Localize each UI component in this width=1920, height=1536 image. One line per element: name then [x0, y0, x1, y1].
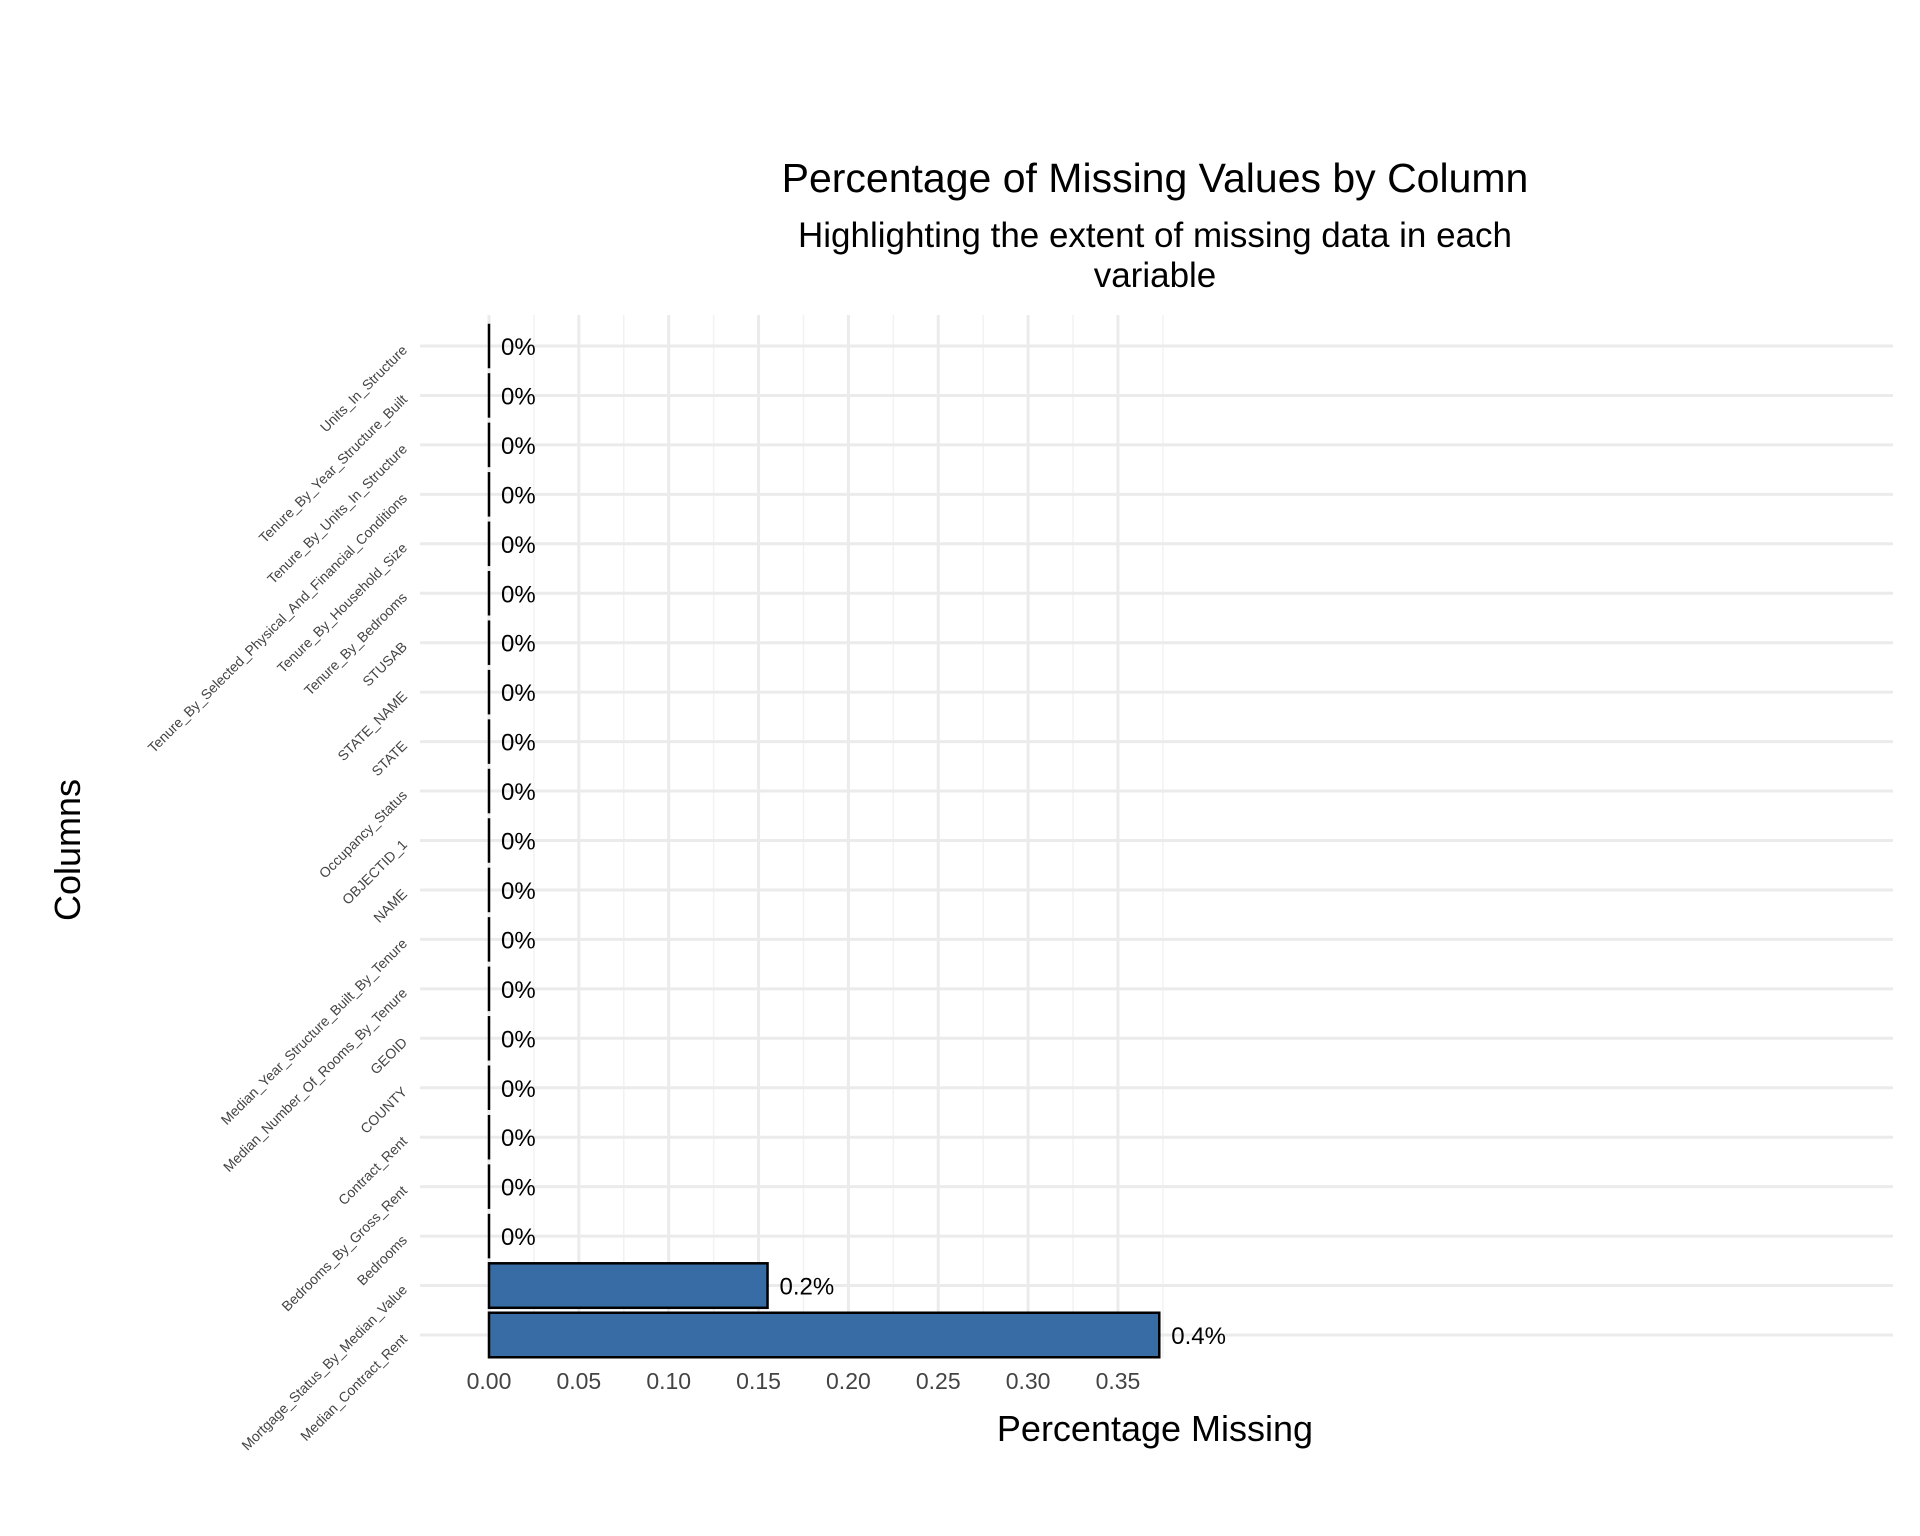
data-label-Contract_Rent: 0%: [501, 1125, 536, 1152]
x-tick-label-5: 0.25: [916, 1368, 961, 1394]
bar-Mortgage_Status_By_Median_Value: [487, 1262, 769, 1310]
x-tick-label-7: 0.35: [1096, 1368, 1141, 1394]
data-label-OBJECTID_1: 0%: [501, 829, 536, 856]
x-tick-label-1: 0.05: [556, 1368, 601, 1394]
data-label-NAME: 0%: [501, 878, 536, 905]
data-label-Median_Year_Structure_Built_By_Tenure: 0%: [501, 927, 536, 954]
data-label-Bedrooms_By_Gross_Rent: 0%: [501, 1175, 536, 1202]
data-label-Tenure_By_Units_In_Structure: 0%: [501, 433, 536, 460]
data-label-Tenure_By_Household_Size: 0%: [501, 532, 536, 559]
data-label-GEOID: 0%: [501, 1026, 536, 1053]
x-tick-label-3: 0.15: [736, 1368, 781, 1394]
data-label-Median_Contract_Rent: 0.4%: [1171, 1323, 1226, 1350]
x-tick-label-6: 0.30: [1006, 1368, 1051, 1394]
y-axis-title: Columns: [47, 779, 88, 921]
data-label-STATE_NAME: 0%: [501, 680, 536, 707]
data-label-Mortgage_Status_By_Median_Value: 0.2%: [780, 1274, 835, 1301]
x-axis-title: Percentage Missing: [997, 1408, 1313, 1449]
data-label-COUNTY: 0%: [501, 1076, 536, 1103]
x-axis-ticks: 0.00 0.05 0.10 0.15 0.20 0.25 0.30 0.35: [467, 1368, 1141, 1394]
data-labels: 0% 0% 0% 0% 0% 0% 0% 0% 0% 0% 0% 0% 0% 0% 0% 0% 0% 0% 0% 0.…: [501, 334, 1226, 1350]
chart-subtitle-line-1: Highlighting the extent of missing data …: [798, 216, 1512, 255]
x-tick-label-0: 0.00: [467, 1368, 512, 1394]
chart-subtitle-line-2: variable: [1094, 256, 1217, 295]
data-label-Median_Number_Of_Rooms_By_Tenure: 0%: [501, 977, 536, 1004]
chart-title: Percentage of Missing Values by Column: [782, 155, 1529, 201]
data-label-Tenure_By_Bedrooms: 0%: [501, 581, 536, 608]
data-label-Tenure_By_Year_Structure_Built: 0%: [501, 383, 536, 410]
data-label-Occupancy_Status: 0%: [501, 779, 536, 806]
bar-Median_Contract_Rent: [487, 1311, 1161, 1359]
data-label-STUSAB: 0%: [501, 631, 536, 658]
bars: [487, 323, 1161, 1359]
x-tick-label-2: 0.10: [646, 1368, 691, 1394]
data-label-Units_In_Structure: 0%: [501, 334, 536, 361]
x-tick-label-4: 0.20: [826, 1368, 871, 1394]
data-label-Tenure_By_Selected_Physical_And_Financial_Conditions: 0%: [501, 482, 536, 509]
data-label-Bedrooms: 0%: [501, 1224, 536, 1251]
data-label-STATE: 0%: [501, 730, 536, 757]
